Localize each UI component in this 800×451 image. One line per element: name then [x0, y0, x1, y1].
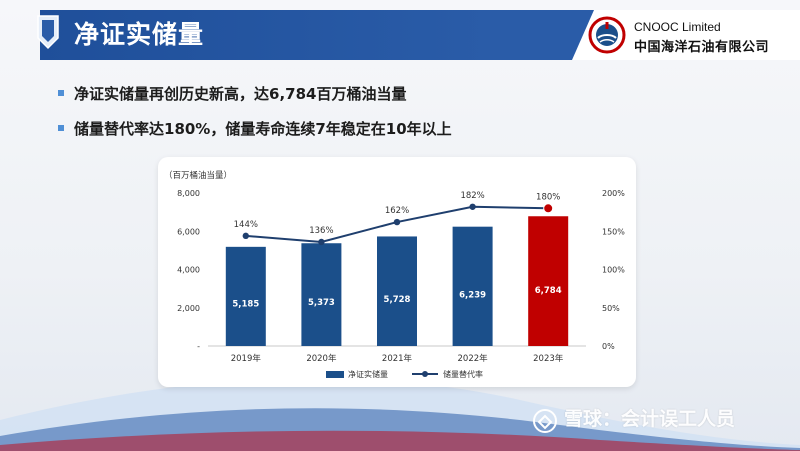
line-point [242, 232, 249, 240]
line-value-label: 180% [536, 192, 560, 202]
x-tick-label: 2020年 [306, 353, 337, 364]
legend-bar-label: 净证实储量 [348, 369, 388, 379]
xueqiu-logo-icon [533, 409, 557, 433]
y2-tick-label: 150% [602, 227, 625, 236]
bullet-square-icon [58, 124, 64, 131]
x-tick-label: 2019年 [231, 353, 262, 364]
line-point [393, 218, 401, 226]
bullet-square-icon [58, 89, 64, 96]
bullet-text: 净证实储量再创历史新高，达6,784百万桶油当量 [74, 85, 407, 103]
bar [225, 246, 266, 346]
cnooc-logo-icon [588, 16, 626, 54]
y-tick-label: - [197, 342, 200, 351]
bar-value-label: 5,728 [384, 295, 411, 305]
bullet-item: 净证实储量再创历史新高，达6,784百万桶油当量 [58, 83, 406, 104]
bar-value-label: 5,373 [308, 298, 335, 308]
shield-icon [37, 15, 59, 50]
y-tick-label: 2,000 [177, 304, 200, 313]
company-name-cn: 中国海洋石油有限公司 [634, 40, 770, 55]
y2-tick-label: 50% [602, 304, 620, 313]
bullet-item: 储量替代率达180%，储量寿命连续7年稳定在10年以上 [58, 118, 452, 139]
reserves-chart: （百万桶油当量） - 2,000 4,000 6,000 8,000 0% 50% 100% 15… [164, 170, 625, 379]
page-title: 净证实储量 [74, 20, 205, 49]
legend-line-marker [422, 371, 428, 377]
y-tick-label: 8,000 [177, 189, 200, 198]
legend-line-label: 储量替代率 [443, 369, 483, 379]
line-value-label: 182% [460, 191, 484, 201]
bar [301, 243, 342, 346]
x-tick-label: 2021年 [382, 353, 413, 364]
y-tick-label: 4,000 [177, 266, 200, 275]
line-value-label: 136% [309, 226, 333, 236]
y2-tick-label: 200% [602, 189, 625, 198]
bar-value-label: 5,185 [232, 299, 259, 309]
watermark-text: 雪球：会计误工人员 [564, 408, 736, 430]
line-value-label: 144% [234, 220, 258, 230]
bar [528, 216, 569, 346]
bar [452, 226, 493, 346]
y2-tick-label: 0% [602, 342, 615, 351]
company-name-en: CNOOC Limited [634, 20, 721, 34]
x-tick-label: 2022年 [458, 353, 489, 364]
bar-value-label: 6,784 [535, 286, 562, 296]
bar-value-label: 6,239 [459, 290, 486, 300]
x-tick-label: 2023年 [533, 353, 564, 364]
line-point [469, 203, 476, 210]
bar [377, 236, 417, 346]
line-value-label: 162% [385, 206, 409, 216]
y-axis-title: （百万桶油当量） [164, 170, 232, 181]
line-point [543, 203, 554, 214]
bullet-text: 储量替代率达180%，储量寿命连续7年稳定在10年以上 [74, 120, 452, 138]
y-tick-label: 6,000 [177, 227, 200, 236]
legend-bar-swatch [326, 371, 344, 378]
y2-tick-label: 100% [602, 266, 625, 275]
line-point [318, 238, 325, 246]
